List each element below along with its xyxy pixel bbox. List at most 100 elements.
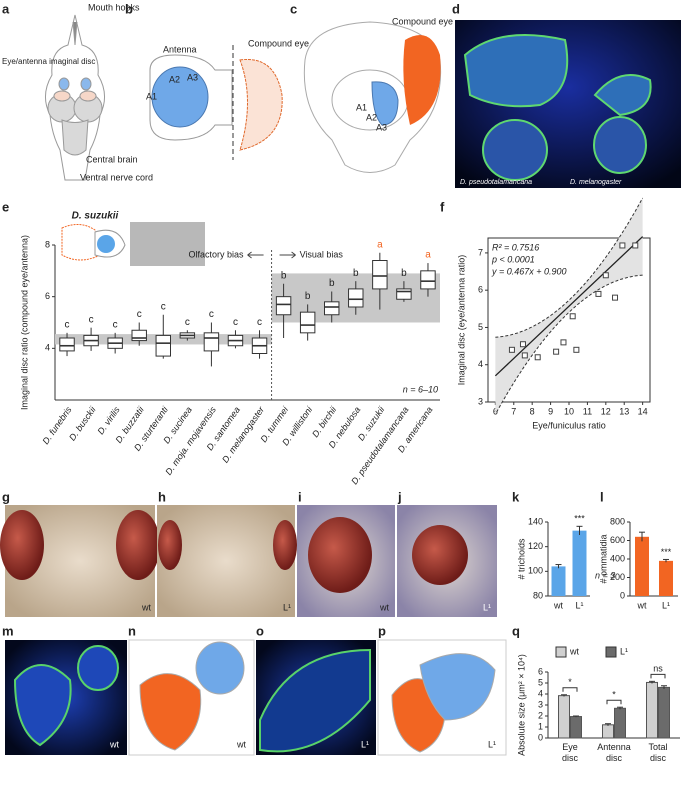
group-letter: c xyxy=(65,319,70,330)
panel-label: p xyxy=(378,623,386,638)
y-tick-label: 6 xyxy=(478,285,483,295)
group-letter: c xyxy=(233,317,238,328)
group-letter: c xyxy=(209,309,214,320)
note: n = 3 xyxy=(595,570,615,580)
note: n = 6–10 xyxy=(403,384,438,394)
legend-swatch xyxy=(605,646,617,658)
y-tick-label: 4 xyxy=(478,359,483,369)
diagram-a xyxy=(45,14,105,181)
point xyxy=(521,352,528,359)
significance: ns xyxy=(653,664,663,674)
significance: * xyxy=(568,677,572,687)
significance-bracket xyxy=(606,699,622,705)
diagram-label: Compound eye xyxy=(248,38,309,48)
panel-label: f xyxy=(440,199,445,214)
bar xyxy=(646,681,658,739)
x-tick-label: Antenna disc xyxy=(597,742,631,763)
box xyxy=(348,288,364,308)
bar xyxy=(572,530,587,596)
diagram-label: A2 xyxy=(169,74,180,84)
bar xyxy=(570,716,582,739)
diagram-c xyxy=(303,21,442,173)
x-tick-label: 11 xyxy=(583,406,592,416)
y-tick-label: 0 xyxy=(620,590,625,600)
y-tick-label: 120 xyxy=(528,541,543,551)
point xyxy=(569,313,576,320)
significance: * xyxy=(612,690,616,700)
point xyxy=(619,242,626,249)
diagram-label: A2 xyxy=(366,112,377,122)
confidence-edge xyxy=(495,197,644,338)
diagram-label: Mouth hooks xyxy=(88,2,140,12)
panel-label: a xyxy=(2,1,10,16)
y-tick-label: 3 xyxy=(538,699,543,709)
x-tick-label: L¹ xyxy=(662,600,670,610)
x-tick-label: 12 xyxy=(601,406,611,416)
y-tick-label: 80 xyxy=(533,590,543,600)
y-tick-label: 140 xyxy=(528,516,543,526)
diagram-label: A1 xyxy=(146,91,157,101)
y-axis-label: # ommatidia xyxy=(598,534,608,583)
x-tick-label: 9 xyxy=(548,406,553,416)
diagram-label: Central brain xyxy=(86,154,138,164)
diagram-label: Eye/antenna imaginal disc xyxy=(2,57,95,66)
group-letter: a xyxy=(425,250,431,261)
panel-label: o xyxy=(256,623,264,638)
group-letter: b xyxy=(329,278,335,289)
arrow xyxy=(247,251,264,259)
group-letter: b xyxy=(281,270,287,281)
micrograph-d xyxy=(455,20,681,188)
arrow xyxy=(279,251,296,259)
group-label: Visual bias xyxy=(300,249,344,259)
point xyxy=(534,354,541,361)
group-letter: b xyxy=(353,268,359,279)
x-tick-label: L¹ xyxy=(575,600,583,610)
panel-label: l xyxy=(600,489,604,504)
x-tick-label: 10 xyxy=(564,406,574,416)
point xyxy=(602,272,609,279)
photo-caption: wt xyxy=(109,739,119,749)
bar xyxy=(558,695,570,739)
y-tick-label: 0 xyxy=(538,732,543,742)
box xyxy=(299,311,316,334)
y-tick-label: 200 xyxy=(610,572,625,582)
group-letter: c xyxy=(113,319,118,330)
diagram-b xyxy=(149,45,283,160)
x-tick-label: Total disc xyxy=(648,742,667,763)
panel-label: d xyxy=(452,1,460,16)
y-tick-label: 3 xyxy=(478,396,483,406)
x-tick-label: 13 xyxy=(619,406,629,416)
y-tick-label: 7 xyxy=(478,247,483,257)
y-axis-label: Absolute size (μm² × 10⁴) xyxy=(516,654,526,756)
box xyxy=(396,288,412,300)
group-letter: c xyxy=(257,317,262,328)
y-tick-label: 6 xyxy=(538,666,543,676)
photo-caption: wt xyxy=(379,602,389,612)
y-tick-label: 8 xyxy=(45,239,50,249)
y-tick-label: 100 xyxy=(528,566,543,576)
x-tick-label: wt xyxy=(637,600,647,610)
photo-caption: L¹ xyxy=(483,602,491,612)
diagram-label: Antenna xyxy=(163,44,197,54)
panel-label: j xyxy=(397,489,402,504)
box xyxy=(372,260,388,290)
diagram-label: A1 xyxy=(356,102,367,112)
point xyxy=(508,346,515,353)
significance: *** xyxy=(574,514,585,524)
group-letter: c xyxy=(89,314,94,325)
x-tick-label: 8 xyxy=(530,406,535,416)
diagram-label: A3 xyxy=(376,122,387,132)
y-axis-label: # trichoids xyxy=(516,538,526,580)
annotation: p < 0.0001 xyxy=(491,254,535,264)
y-tick-label: 5 xyxy=(538,677,543,687)
panel-label: i xyxy=(298,489,302,504)
panel-label: b xyxy=(125,1,133,16)
point xyxy=(612,294,619,301)
y-tick-label: 6 xyxy=(45,291,50,301)
legend-label: wt xyxy=(569,646,579,656)
photo-caption: L¹ xyxy=(361,739,369,749)
significance-bracket xyxy=(562,687,578,692)
box xyxy=(275,296,292,316)
legend-swatch xyxy=(555,646,567,658)
